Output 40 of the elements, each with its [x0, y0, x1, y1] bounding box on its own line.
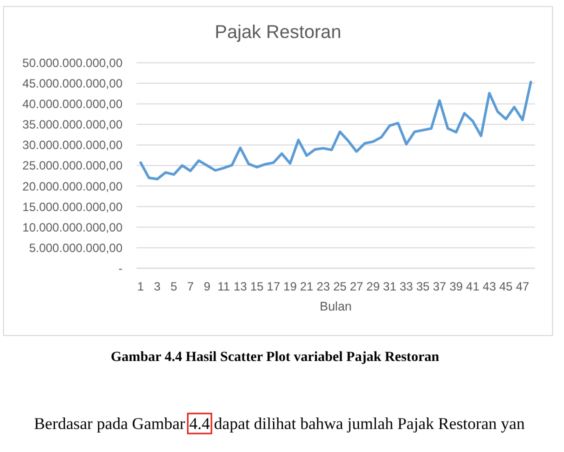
- y-tick-label: 5.000.000.000,00: [29, 240, 123, 255]
- text: Berdasar pada Gambar 4.4 dapat dilihat bahwa jumlah Pajak Restoran yan: [34, 414, 525, 433]
- x-tick-label: 17: [266, 279, 280, 294]
- x-tick-label: 23: [316, 279, 330, 294]
- y-tick-label: 35.000.000.000,00: [22, 118, 123, 132]
- x-tick-label: 37: [432, 279, 447, 294]
- x-tick-label: 7: [187, 279, 194, 294]
- y-tick-label: 40.000.000.000,00: [22, 97, 123, 112]
- y-tick-label: 25.000.000.000,00: [22, 158, 123, 173]
- x-tick-label: 45: [499, 279, 513, 294]
- x-tick-label: 31: [383, 279, 397, 294]
- x-tick-label: 15: [250, 279, 264, 294]
- x-tick-label: 29: [366, 279, 380, 294]
- x-tick-label: 39: [449, 279, 464, 294]
- x-tick-label: 35: [416, 279, 430, 294]
- line-series: [139, 80, 532, 180]
- text: Gambar 4.4 Hasil Scatter Plot variabel Pajak Restoran: [110, 350, 440, 365]
- y-tick-label: 50.000.000.000,00: [22, 56, 123, 70]
- y-tick-label: 45.000.000.000,00: [22, 76, 123, 90]
- chart-title: Pajak Restoran: [214, 21, 342, 42]
- x-tick-label: 33: [400, 279, 414, 294]
- y-tick-label: 30.000.000.000,00: [22, 138, 123, 152]
- y-tick-label: 15.000.000.000,00: [22, 200, 123, 214]
- x-tick-label: 9: [204, 279, 211, 294]
- x-tick-label: 3: [154, 279, 161, 294]
- x-tick-label: 25: [333, 279, 347, 294]
- x-tick-label: 27: [350, 279, 364, 294]
- x-tick-label: 1: [137, 279, 144, 294]
- x-tick-label: 21: [300, 279, 314, 294]
- x-tick-label: 13: [234, 279, 248, 294]
- x-tick-label: 43: [482, 279, 496, 294]
- x-tick-label: 11: [217, 279, 230, 294]
- x-axis-title: Bulan: [320, 299, 352, 314]
- x-tick-label: 19: [283, 279, 298, 294]
- x-tick-label: 47: [516, 279, 530, 294]
- y-tick-label: -: [118, 262, 122, 276]
- y-tick-label: 10.000.000.000,00: [22, 220, 123, 234]
- x-tick-label: 5: [170, 279, 178, 294]
- x-tick-label: 41: [466, 279, 480, 294]
- y-tick-label: 20.000.000.000,00: [22, 179, 123, 194]
